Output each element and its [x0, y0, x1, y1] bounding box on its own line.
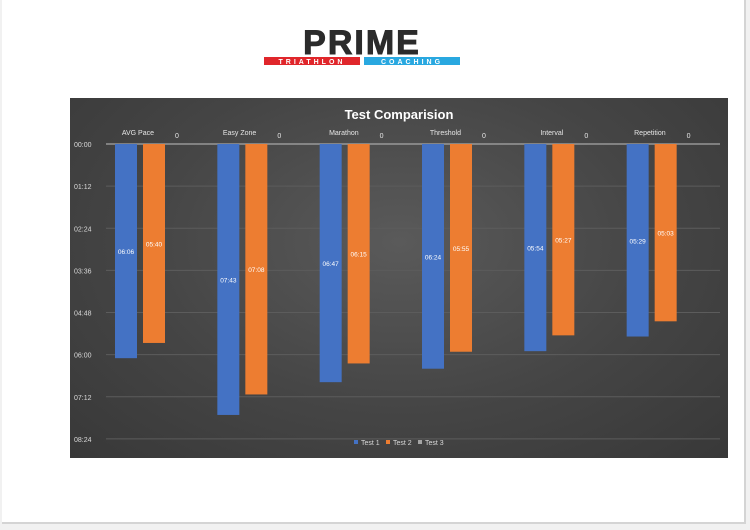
data-label: 05:29	[630, 238, 647, 245]
y-tick-label: 08:24	[74, 437, 92, 444]
y-tick-label: 01:12	[74, 184, 92, 191]
bar-test-2	[245, 144, 268, 395]
logo-main-text: PRIME	[303, 24, 421, 62]
data-label: 0	[584, 133, 588, 140]
data-label: 05:27	[555, 238, 572, 245]
legend-swatch	[354, 440, 358, 444]
data-label: 06:47	[323, 261, 340, 268]
category-label: Marathon	[329, 130, 359, 137]
data-label: 0	[380, 133, 384, 140]
bar-test-1	[524, 144, 547, 352]
legend-swatch	[418, 440, 422, 444]
logo-sub-left: TRIATHLON	[279, 59, 346, 66]
logo-sub-right: COACHING	[381, 59, 443, 66]
bar-test-1	[217, 144, 240, 415]
data-label: 06:15	[351, 252, 368, 259]
bar-test-2	[143, 144, 165, 343]
y-tick-label: 07:12	[74, 395, 92, 402]
y-tick-label: 04:48	[74, 311, 92, 318]
logo-red-bar	[264, 57, 360, 65]
legend-label: Test 3	[425, 440, 444, 447]
category-label: AVG Pace	[122, 130, 154, 137]
data-label: 06:06	[118, 249, 135, 256]
data-label: 05:55	[453, 246, 470, 253]
y-tick-label: 02:24	[74, 226, 92, 233]
chart-area: Test Comparision 00:00 01:12 02:24 03:36 04:4…	[70, 98, 728, 458]
y-tick-label: 03:36	[74, 268, 92, 275]
bar-chart: Test Comparision 00:00 01:12 02:24 03:36 04:4…	[74, 107, 720, 447]
data-label: 07:08	[248, 267, 265, 274]
logo-blue-bar	[364, 57, 460, 65]
category-label: Easy Zone	[223, 130, 257, 137]
data-label: 05:40	[146, 241, 163, 248]
category-label: Repetition	[634, 130, 666, 137]
bar-test-2	[450, 144, 472, 352]
category-label: Threshold	[430, 130, 461, 137]
legend-label: Test 1	[361, 440, 380, 447]
legend-swatch	[386, 440, 390, 444]
bar-test-1	[626, 144, 649, 337]
chart-title: Test Comparision	[345, 107, 454, 122]
data-label: 0	[277, 133, 281, 140]
data-label: 0	[687, 133, 691, 140]
data-label: 05:03	[658, 231, 675, 238]
data-label: 0	[175, 133, 179, 140]
bar-test-1	[115, 144, 137, 359]
legend-label: Test 2	[393, 440, 412, 447]
bar-test-2	[654, 144, 677, 322]
y-tick-label: 00:00	[74, 142, 92, 149]
bar-test-2	[347, 144, 370, 364]
y-tick-label: 06:00	[74, 353, 92, 360]
data-label: 0	[482, 133, 486, 140]
data-label: 06:24	[425, 254, 442, 261]
bar-test-1	[422, 144, 444, 369]
category-label: Interval	[540, 130, 563, 137]
bar-test-2	[552, 144, 575, 336]
data-label: 05:54	[527, 246, 544, 253]
data-label: 07:43	[220, 277, 237, 284]
bar-test-1	[319, 144, 342, 383]
prime-logo: PRIME TRIATHLON COACHING	[264, 24, 460, 66]
